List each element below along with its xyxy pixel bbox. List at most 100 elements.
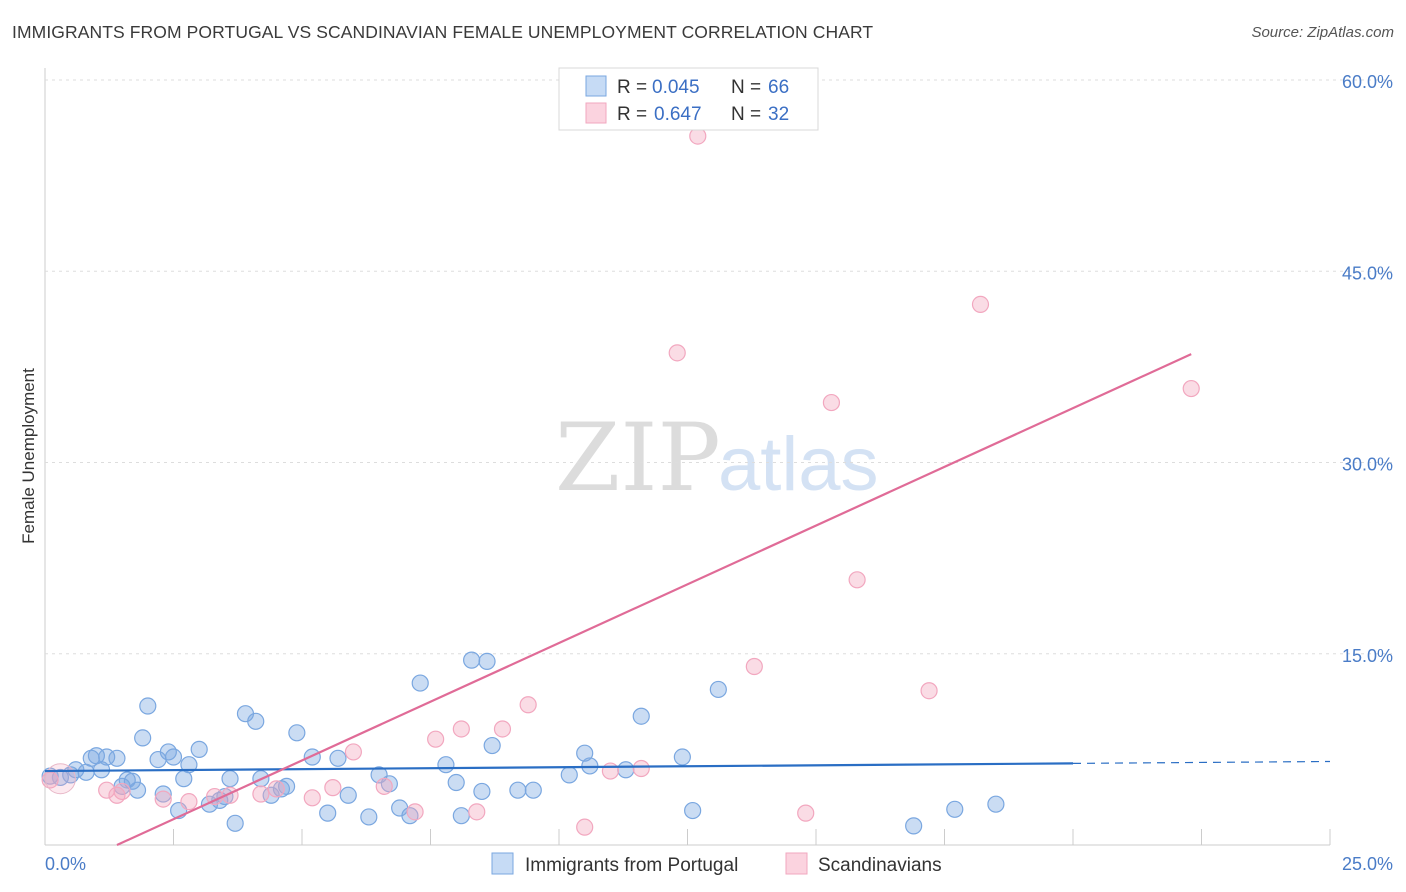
portugal-point-35 xyxy=(288,724,306,742)
portugal-point-51 xyxy=(478,652,496,671)
portugal-point-37 xyxy=(319,804,337,822)
portugal-point-34 xyxy=(277,777,296,795)
scandinavians-trend-line xyxy=(116,353,1192,847)
portugal-point-62 xyxy=(709,680,727,699)
legend-n-scandinavians: 32 xyxy=(768,104,789,125)
portugal-point-47 xyxy=(447,773,465,792)
portugal-point-54 xyxy=(524,781,542,799)
portugal-point-17 xyxy=(154,785,172,803)
scandinavians-point-18 xyxy=(493,720,512,738)
scandinavians-point-19 xyxy=(519,696,537,714)
legend-r-label-portugal: R = xyxy=(617,77,647,98)
scandinavians-point-12 xyxy=(344,743,362,761)
portugal-point-53 xyxy=(509,781,527,799)
portugal-point-18 xyxy=(159,743,177,761)
scandinavians-point-31 xyxy=(1182,379,1200,398)
chart-title: IMMIGRANTS FROM PORTUGAL VS SCANDINAVIAN… xyxy=(12,22,874,42)
portugal-point-58 xyxy=(617,761,635,779)
y-axis-label: Female Unemployment xyxy=(19,368,38,544)
y-tick-label-45: 45.0% xyxy=(1342,263,1393,283)
portugal-point-46 xyxy=(437,756,455,774)
scandinavians-point-9 xyxy=(267,780,285,798)
bottom-legend-swatch-portugal xyxy=(491,852,514,875)
scandinavians-point-21 xyxy=(601,762,620,780)
portugal-point-45 xyxy=(411,674,429,692)
scandinavians-point-16 xyxy=(452,720,470,738)
portugal-point-9 xyxy=(108,749,126,767)
series-portugal-points xyxy=(41,651,1005,835)
portugal-point-60 xyxy=(673,748,691,766)
portugal-point-63 xyxy=(905,817,923,835)
legend-r-scandinavians: 0.647 xyxy=(654,104,702,125)
scandinavians-point-15 xyxy=(427,730,445,748)
trend-lines xyxy=(44,353,1331,847)
legend: R = 0.045 N = 66 R = 0.647 N = 32 xyxy=(558,67,819,131)
portugal-point-52 xyxy=(483,736,501,755)
bottom-legend-label-portugal: Immigrants from Portugal xyxy=(525,855,738,876)
scandinavians-point-14 xyxy=(406,803,424,821)
portugal-point-61 xyxy=(684,801,702,820)
portugal-point-23 xyxy=(190,740,208,758)
scandinavians-point-27 xyxy=(822,393,841,412)
portugal-trend-line xyxy=(44,762,1074,773)
legend-swatch-portugal xyxy=(585,75,607,97)
scandinavians-point-23 xyxy=(668,344,686,362)
portugal-point-27 xyxy=(221,770,239,788)
portugal-point-28 xyxy=(226,814,244,832)
x-tick-label-max: 25.0% xyxy=(1342,854,1393,874)
portugal-point-50 xyxy=(473,782,491,801)
scandinavians-point-13 xyxy=(375,777,393,795)
scandinavians-point-17 xyxy=(468,803,486,821)
portugal-point-55 xyxy=(560,766,578,784)
y-tick-labels: 15.0% 30.0% 45.0% 60.0% xyxy=(1342,72,1393,666)
portugal-point-14 xyxy=(134,729,152,747)
gridlines xyxy=(45,79,1393,655)
scandinavians-point-22 xyxy=(632,759,650,778)
legend-n-portugal: 66 xyxy=(768,77,789,98)
legend-n-label-portugal: N = xyxy=(731,77,761,98)
y-tick-label-15: 15.0% xyxy=(1342,646,1393,666)
watermark-zip: ZIP xyxy=(555,404,721,513)
portugal-point-19 xyxy=(164,748,183,766)
scandinavians-point-29 xyxy=(920,682,938,700)
portugal-point-12 xyxy=(123,772,141,790)
portugal-point-49 xyxy=(463,651,481,669)
bottom-legend-swatch-scandinavians xyxy=(785,852,808,875)
legend-swatch-scandinavians xyxy=(585,102,607,124)
portugal-point-64 xyxy=(946,800,964,818)
scandinavians-point-4 xyxy=(154,790,172,808)
legend-r-portugal: 0.045 xyxy=(652,77,700,98)
scandinavians-point-28 xyxy=(848,571,866,589)
x-tick-label-min: 0.0% xyxy=(45,854,86,874)
portugal-point-15 xyxy=(139,697,157,715)
source-label: Source: ZipAtlas.com xyxy=(1251,24,1394,41)
portugal-point-48 xyxy=(452,807,470,825)
scandinavians-point-5 xyxy=(180,793,198,811)
portugal-trend-extension xyxy=(1072,760,1331,765)
scandinavians-point-3 xyxy=(113,782,131,801)
legend-r-label-scandinavians: R = xyxy=(617,104,647,125)
portugal-point-59 xyxy=(632,707,650,725)
portugal-point-56 xyxy=(576,744,594,762)
portugal-point-38 xyxy=(329,749,347,767)
x-ticks xyxy=(173,829,1331,845)
portugal-point-40 xyxy=(360,808,378,826)
portugal-point-22 xyxy=(180,756,198,774)
scandinavians-point-26 xyxy=(797,804,815,822)
scandinavians-point-11 xyxy=(324,779,342,797)
scandinavians-point-20 xyxy=(576,818,594,836)
bottom-legend-label-scandinavians: Scandinavians xyxy=(818,855,942,876)
legend-n-label-scandinavians: N = xyxy=(731,104,761,125)
bottom-legend: Immigrants from Portugal Scandinavians xyxy=(491,852,942,876)
portugal-point-36 xyxy=(303,748,321,766)
portugal-point-65 xyxy=(987,795,1005,813)
y-tick-label-60: 60.0% xyxy=(1342,72,1393,92)
portugal-point-13 xyxy=(128,781,147,799)
watermark-atlas: atlas xyxy=(718,422,879,507)
y-tick-label-30: 30.0% xyxy=(1342,455,1393,475)
portugal-point-1 xyxy=(51,768,70,787)
portugal-point-30 xyxy=(247,712,265,730)
scandinavians-point-halo xyxy=(44,763,76,795)
scandinavians-point-10 xyxy=(303,789,321,807)
